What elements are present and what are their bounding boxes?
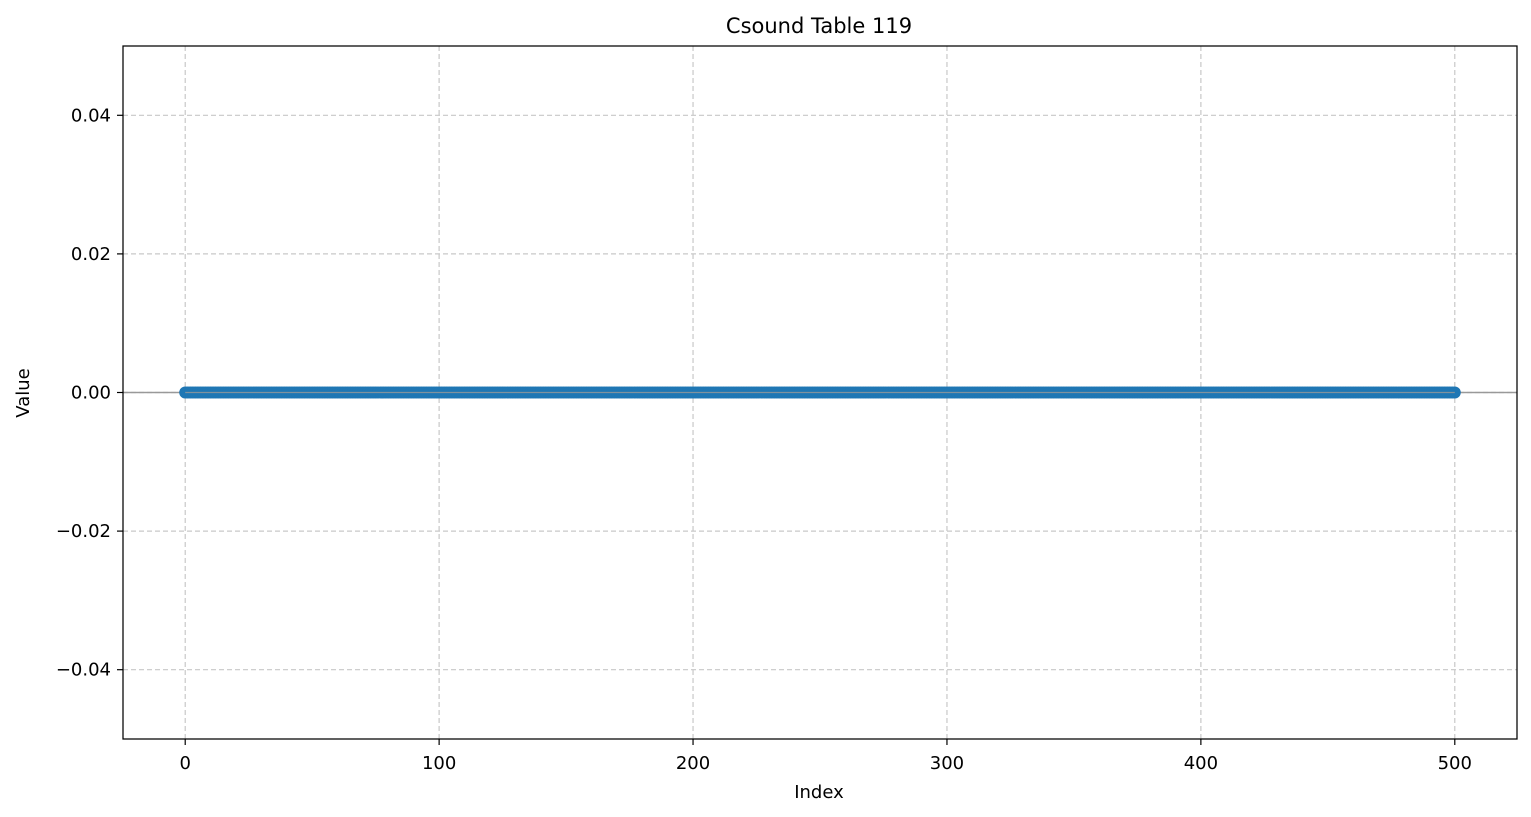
plot-area <box>122 45 1518 740</box>
x-tick-label: 100 <box>422 753 456 774</box>
x-axis-label: Index <box>794 782 844 803</box>
series-layer <box>179 386 1461 399</box>
x-tick-label: 200 <box>676 753 710 774</box>
y-tick-label: 0.00 <box>71 383 111 404</box>
x-tick-label: 300 <box>930 753 964 774</box>
x-tick-label: 0 <box>179 753 190 774</box>
y-tick-label: 0.02 <box>71 244 111 265</box>
y-axis-ticks: 0.04 0.02 0.00 −0.02 −0.04 <box>56 105 123 681</box>
x-axis-ticks: 0 100 200 300 400 500 <box>179 739 1472 774</box>
y-tick-label: 0.04 <box>71 105 111 126</box>
x-tick-label: 500 <box>1438 753 1472 774</box>
y-tick-label: −0.02 <box>56 521 111 542</box>
x-tick-label: 400 <box>1184 753 1218 774</box>
chart-title: Csound Table 119 <box>726 14 912 38</box>
y-tick-label: −0.04 <box>56 660 111 681</box>
y-axis-label: Value <box>13 368 34 417</box>
